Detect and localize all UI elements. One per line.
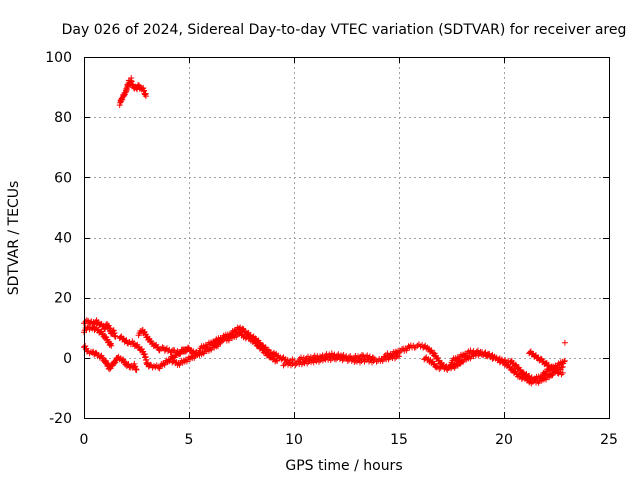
data-point (310, 359, 317, 366)
y-tick-label: 100 (45, 50, 72, 66)
data-point (526, 372, 533, 379)
data-point (431, 350, 438, 357)
data-point (370, 354, 377, 361)
series-arc-20-23-b (507, 357, 568, 383)
data-point (482, 349, 489, 356)
y-tick-label: 0 (63, 351, 72, 367)
x-tick-label: 0 (80, 432, 89, 448)
data-point (466, 350, 473, 357)
x-tick-label: 15 (390, 432, 408, 448)
y-tick-label: -20 (49, 411, 72, 427)
data-point (437, 364, 444, 371)
data-point (108, 342, 115, 349)
data-point (151, 363, 157, 370)
data-point (159, 344, 166, 351)
series-arc-21-23-c (526, 348, 566, 378)
data-point (529, 350, 536, 357)
series-arc-early-lower (81, 343, 140, 373)
data-point (561, 357, 568, 364)
data-point (280, 362, 287, 369)
data-point (358, 352, 365, 359)
series-arc-9-15-upper (295, 350, 377, 364)
data-point (105, 322, 112, 329)
x-tick-label: 25 (600, 432, 618, 448)
data-point (120, 335, 127, 342)
data-point (553, 367, 560, 374)
data-point (123, 337, 130, 344)
data-point (550, 365, 557, 372)
data-point (561, 339, 568, 346)
y-axis-title: SDTVAR / TECUs (6, 181, 22, 296)
data-point (476, 350, 483, 357)
series-arc-3-5 (135, 327, 203, 358)
data-point (474, 347, 481, 354)
data-point (239, 325, 246, 332)
data-point (274, 357, 281, 364)
axis-tick-labels: 0 5 10 15 20 25 -20 0 20 40 60 80 100 (45, 50, 618, 448)
y-tick-label: 40 (54, 231, 72, 247)
data-marks (81, 75, 568, 387)
x-tick-label: 5 (185, 432, 194, 448)
data-point (133, 366, 140, 373)
data-point (545, 361, 552, 368)
series-arc-17-20 (448, 347, 512, 366)
data-point (436, 357, 443, 364)
data-point (561, 358, 568, 365)
data-point (559, 369, 566, 376)
x-tick-label: 20 (495, 432, 513, 448)
y-tick-label: 80 (54, 110, 72, 126)
data-point (434, 354, 441, 361)
data-point (537, 355, 544, 362)
x-axis-title: GPS time / hours (285, 458, 402, 474)
y-tick-label: 20 (54, 291, 72, 307)
data-point (112, 333, 119, 340)
axis-ticks (84, 57, 610, 419)
series-isolated (561, 339, 568, 346)
data-point (216, 338, 223, 345)
data-point (532, 352, 539, 359)
series-high-arc (116, 75, 149, 109)
data-point (142, 93, 149, 100)
data-point (327, 353, 334, 360)
data-point (477, 348, 484, 355)
data-point (168, 348, 175, 355)
x-tick-label: 10 (285, 432, 303, 448)
series-arc-early-upper (81, 317, 119, 340)
data-point (345, 354, 352, 361)
series-arc-6-9 (196, 324, 297, 366)
chart-title: Day 026 of 2024, Sidereal Day-to-day VTE… (62, 22, 627, 38)
data-point (483, 351, 490, 358)
data-point (316, 353, 323, 360)
data-point (273, 357, 280, 364)
y-tick-label: 60 (54, 170, 72, 186)
data-point (368, 355, 375, 362)
data-point (348, 355, 355, 362)
series-arc-6-9-lower (211, 329, 281, 365)
data-point (529, 376, 536, 383)
